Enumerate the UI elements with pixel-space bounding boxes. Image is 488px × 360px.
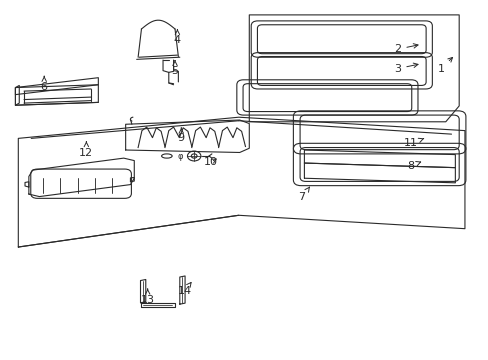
Text: 6: 6 bbox=[41, 76, 48, 92]
Text: 7: 7 bbox=[298, 187, 309, 202]
Text: 12: 12 bbox=[79, 142, 93, 158]
Text: 1: 1 bbox=[437, 58, 452, 73]
Text: 14: 14 bbox=[177, 283, 191, 296]
Text: 8: 8 bbox=[407, 161, 420, 171]
Text: 4: 4 bbox=[174, 30, 181, 45]
Text: 5: 5 bbox=[171, 61, 178, 76]
Text: 13: 13 bbox=[141, 289, 154, 305]
Text: 10: 10 bbox=[203, 157, 218, 167]
Text: 3: 3 bbox=[393, 63, 417, 73]
Text: 2: 2 bbox=[393, 44, 417, 54]
Text: 9: 9 bbox=[177, 128, 184, 143]
Text: φ: φ bbox=[177, 152, 182, 161]
Text: 11: 11 bbox=[404, 138, 423, 148]
